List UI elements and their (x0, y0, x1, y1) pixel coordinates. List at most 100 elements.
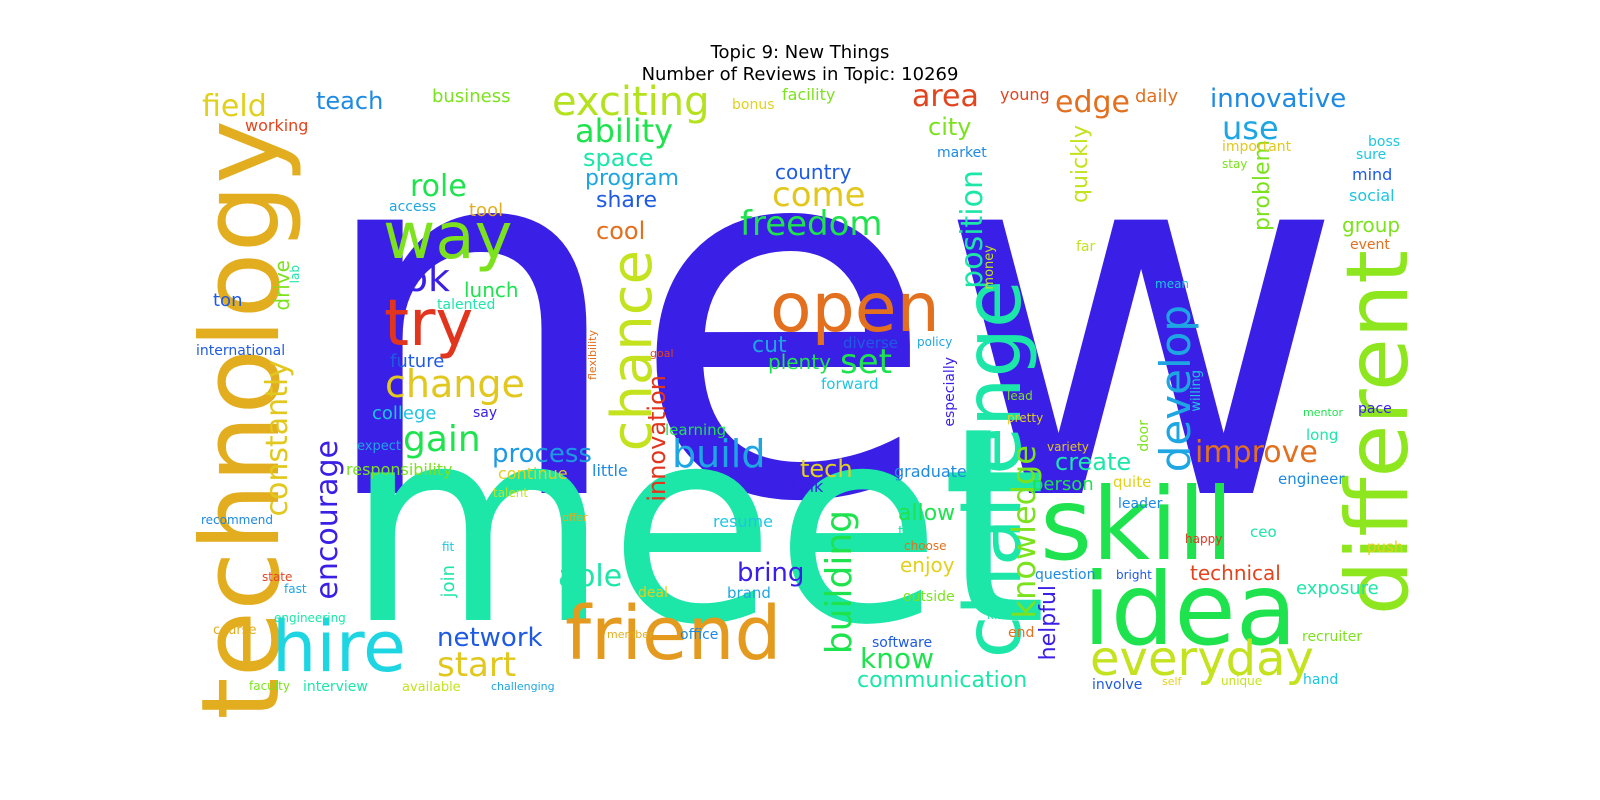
word-choose: choose (904, 539, 947, 553)
word-lab: lab (288, 265, 302, 284)
word-end: end (1008, 625, 1035, 641)
word-stay: stay (1222, 157, 1248, 171)
word-communication: communication (857, 668, 1028, 693)
word-member: member (607, 628, 654, 641)
word-outside: outside (903, 589, 955, 605)
word-course: course (213, 623, 257, 638)
word-set: set (840, 342, 892, 382)
word-flexibility: flexibility (586, 330, 599, 381)
word-technical: technical (1190, 561, 1281, 585)
word-area: area (912, 79, 979, 114)
word-plenty: plenty (768, 350, 831, 374)
word-freedom: freedom (740, 204, 883, 244)
word-improve: improve (1195, 435, 1318, 470)
word-gain: gain (403, 419, 481, 460)
word-event: event (1350, 237, 1390, 253)
word-enjoy: enjoy (900, 553, 955, 577)
word-learning: learning (665, 421, 727, 439)
word-ability: ability (575, 112, 674, 150)
word-leader: leader (1118, 496, 1163, 512)
word-talk: talk (898, 524, 925, 540)
word-field: field (202, 89, 267, 124)
word-self: self (1162, 675, 1182, 688)
word-helpful: helpful (1036, 585, 1061, 661)
figure-title-line2: Number of Reviews in Topic: 10269 (641, 64, 959, 85)
word-open: open (770, 269, 940, 348)
word-hire: hire (272, 606, 407, 688)
word-talent: talent (493, 486, 529, 500)
word-far: far (1076, 239, 1096, 255)
word-working: working (245, 116, 309, 135)
word-boss: boss (1368, 134, 1401, 150)
word-bring: bring (737, 558, 805, 588)
word-space: space (583, 144, 654, 172)
word-push: push (1367, 538, 1404, 556)
word-exciting: exciting (552, 79, 710, 125)
word-office: office (680, 627, 719, 643)
word-mind: mind (1352, 165, 1393, 184)
word-expect: expect (357, 439, 401, 454)
word-new: new (312, 29, 1346, 611)
word-important: important (1222, 139, 1292, 155)
word-group: group (1342, 213, 1401, 237)
word-happy: happy (1185, 532, 1223, 546)
word-think: think (783, 477, 824, 496)
word-quickly: quickly (1068, 125, 1093, 203)
word-responsibility: responsibility (346, 460, 453, 479)
word-recruiter: recruiter (1302, 629, 1363, 645)
word-market: market (937, 145, 987, 161)
word-mentor: mentor (1303, 406, 1344, 419)
word-engineering: engineering (274, 611, 346, 625)
word-deal: deal (638, 585, 668, 601)
word-forward: forward (821, 375, 879, 393)
word-share: share (596, 188, 657, 213)
word-state: state (262, 570, 293, 584)
word-tool: tool (469, 200, 504, 221)
word-resume: resume (713, 512, 773, 531)
word-business: business (432, 86, 511, 107)
word-know: know (860, 642, 934, 675)
word-quite: quite (1113, 473, 1152, 491)
word-city: city (928, 113, 972, 141)
word-ton: ton (213, 290, 243, 311)
word-access: access (389, 199, 437, 215)
word-way: way (383, 200, 513, 274)
word-bright: bright (1116, 568, 1152, 582)
word-create: create (1055, 448, 1132, 476)
word-daily: daily (1135, 86, 1179, 107)
word-policy: policy (917, 335, 953, 349)
word-fast: fast (284, 582, 307, 596)
word-question: question (1035, 567, 1096, 583)
word-money: money (982, 245, 997, 290)
word-sure: sure (1356, 147, 1387, 163)
word-building: building (819, 510, 860, 655)
word-kind: kind (987, 608, 1013, 622)
word-program: program (585, 166, 679, 191)
word-variety: variety (1047, 440, 1089, 454)
word-network: network (437, 623, 543, 653)
word-involve: involve (1092, 677, 1143, 693)
word-exposure: exposure (1296, 578, 1379, 599)
word-country: country (775, 160, 852, 184)
word-pace: pace (1358, 401, 1392, 417)
word-encourage: encourage (310, 440, 345, 600)
word-cool: cool (596, 217, 646, 245)
word-teach: teach (316, 87, 384, 115)
word-graduate: graduate (894, 462, 967, 481)
word-allow: allow (898, 501, 956, 526)
word-lunch: lunch (464, 278, 519, 302)
word-mean: mean (1155, 277, 1190, 291)
word-start: start (437, 645, 517, 685)
word-recommend: recommend (201, 513, 273, 527)
word-different: different (1328, 250, 1428, 616)
word-social: social (1349, 186, 1395, 205)
word-innovative: innovative (1210, 84, 1347, 114)
word-person: person (1032, 474, 1094, 495)
word-role: role (410, 169, 467, 204)
word-talented: talented (437, 297, 496, 313)
word-available: available (402, 680, 461, 695)
word-join: join (438, 565, 459, 598)
word-challenging: challenging (491, 680, 555, 693)
word-process: process (492, 439, 592, 469)
word-come: come (772, 175, 866, 215)
